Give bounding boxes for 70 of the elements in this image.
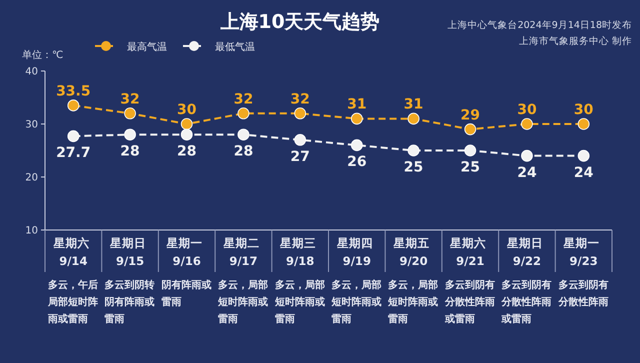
text: 多云，局部短时阵雨或雷雨 <box>217 279 268 325</box>
data-label: 26 <box>347 154 367 170</box>
data-label: 30 <box>517 102 537 118</box>
x-tick-label: 星期一 9/16 <box>166 236 207 268</box>
point <box>464 144 476 156</box>
data-label: 24 <box>517 164 537 181</box>
x-tick-label: 星期二 9/17 <box>222 236 264 268</box>
x-tick-label: 星期六 9/14 <box>52 236 94 268</box>
point <box>180 118 193 130</box>
data-label: 28 <box>234 144 254 160</box>
text: 多云，局部短时阵雨或雷雨 <box>330 279 382 325</box>
y-tick-label: 20 <box>25 172 38 184</box>
data-label: 27 <box>290 148 310 165</box>
data-label: 32 <box>290 91 310 108</box>
y-tick-label: 40 <box>25 66 38 78</box>
data-label: 31 <box>347 96 367 113</box>
point <box>578 150 590 162</box>
x-tick-label: 星期日 9/15 <box>109 236 150 268</box>
data-label: 29 <box>460 107 480 124</box>
point <box>67 130 80 142</box>
data-label: 32 <box>120 91 140 108</box>
text: 上海中心气象台2024年9月14日18时发布 <box>448 19 632 31</box>
legend-label: 最高气温 <box>127 41 167 53</box>
text: 多云到阴有分散性阵雨 <box>557 279 608 308</box>
point <box>521 118 533 130</box>
data-label: 33.5 <box>56 83 91 100</box>
data-label: 30 <box>177 102 197 118</box>
point <box>124 128 136 140</box>
y-axis-title: 单位：℃ <box>22 49 64 61</box>
point <box>578 118 590 130</box>
text: 多云，局部短时阵雨或雷雨 <box>387 279 438 325</box>
data-label: 28 <box>120 144 140 160</box>
x-tick-label: 星期五 9/20 <box>392 236 434 268</box>
y-tick-label: 10 <box>25 226 38 236</box>
legend-label: 最低气温 <box>215 41 255 53</box>
point <box>67 100 80 112</box>
point <box>521 150 533 162</box>
text: 多云，局部短时阵雨或雷雨 <box>274 279 325 325</box>
x-tick-label: 星期四 9/19 <box>336 236 377 268</box>
data-label: 31 <box>404 96 424 113</box>
point <box>350 112 363 125</box>
data-label: 25 <box>460 160 480 176</box>
point <box>124 108 136 120</box>
data-label: 25 <box>404 160 424 176</box>
data-label: 24 <box>574 164 594 181</box>
data-label: 30 <box>574 102 594 118</box>
x-tick-label: 星期六 9/21 <box>449 236 490 268</box>
chart-title: 上海10天天气趋势 <box>219 11 380 33</box>
x-tick-label: 星期日 9/22 <box>506 236 547 268</box>
point <box>294 134 306 146</box>
text: 多云，午后局部短时阵雨或雷雨 <box>47 279 98 325</box>
data-label: 32 <box>234 91 254 108</box>
point <box>464 123 476 136</box>
x-tick-label: 星期一 9/23 <box>562 236 604 268</box>
text: 多云到阴有分散性阵雨或雷雨 <box>500 279 552 325</box>
data-label: 27.7 <box>56 145 91 162</box>
text: 多云到阴转阴有阵雨或雷雨 <box>104 279 155 325</box>
point <box>180 128 193 140</box>
point <box>294 108 306 120</box>
text: 多云到阴有分散性阵雨或雷雨 <box>444 279 495 325</box>
x-tick-label: 星期三 9/18 <box>279 236 320 268</box>
point <box>238 128 250 140</box>
y-tick-label: 30 <box>25 120 38 130</box>
point <box>408 144 420 156</box>
point <box>350 139 363 152</box>
point <box>408 112 420 125</box>
point <box>238 108 250 120</box>
data-label: 28 <box>177 144 196 160</box>
text: 上海市气象服务中心 制作 <box>518 35 632 47</box>
text: 阴有阵雨或雷雨 <box>161 279 212 308</box>
